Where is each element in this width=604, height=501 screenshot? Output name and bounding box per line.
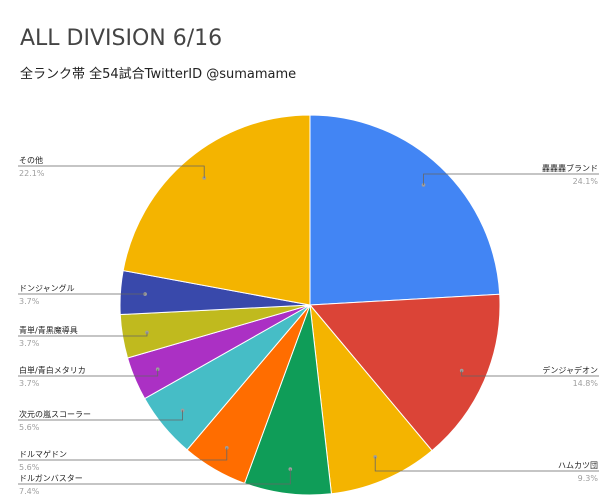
pie-slice[interactable]: [309, 114, 501, 306]
slice-percent-label: 14.8%: [573, 379, 599, 388]
leader-line: [18, 447, 228, 461]
leader-line: [374, 456, 599, 472]
slice-percent-label: 3.7%: [19, 379, 40, 388]
chart-subtitle: 全ランク帯 全54試合TwitterID @sumamame: [20, 67, 297, 82]
slice-label: 次元の嵐スコーラー: [19, 409, 91, 419]
leader-line: [18, 469, 291, 485]
slice-label: ドルガンバスター: [19, 473, 83, 483]
chart-title: ALL DIVISION 6/16: [20, 26, 223, 51]
slice-percent-label: 7.4%: [19, 487, 40, 496]
slice-label: デンジャデオン: [542, 365, 598, 375]
slice-percent-label: 22.1%: [19, 169, 45, 178]
slice-label: ドンジャングル: [19, 283, 75, 293]
leader-line: [18, 369, 159, 377]
slice-label: ドルマゲドン: [19, 449, 67, 459]
leader-line: [423, 173, 599, 185]
slice-label: 轟轟轟ブランド: [542, 163, 598, 173]
slice-label: 白単/青白メタリカ: [19, 365, 86, 375]
slice-percent-label: 9.3%: [578, 474, 599, 483]
slice-percent-label: 5.6%: [19, 463, 40, 472]
leader-line: [18, 165, 205, 178]
leader-line: [461, 370, 599, 377]
slice-percent-label: 24.1%: [573, 177, 599, 186]
leader-line: [18, 332, 148, 337]
pie-slice[interactable]: [308, 293, 501, 452]
slice-label: ハムカツ団: [558, 461, 598, 470]
pie-slices: [119, 114, 501, 496]
slice-label: 青単/青黒魔導具: [19, 325, 78, 335]
slice-label: その他: [19, 155, 43, 165]
leader-line: [18, 410, 184, 421]
pie-slice[interactable]: [122, 114, 311, 306]
slice-percent-label: 3.7%: [19, 339, 40, 348]
pie-slice[interactable]: [309, 303, 433, 495]
slice-percent-label: 3.7%: [19, 297, 40, 306]
slice-percent-label: 5.6%: [19, 423, 40, 432]
pie-labels: 轟轟轟ブランド 24.1% デンジャデオン 14.8% ハムカツ団 9.3% ドルガンバスタ…: [18, 155, 599, 496]
